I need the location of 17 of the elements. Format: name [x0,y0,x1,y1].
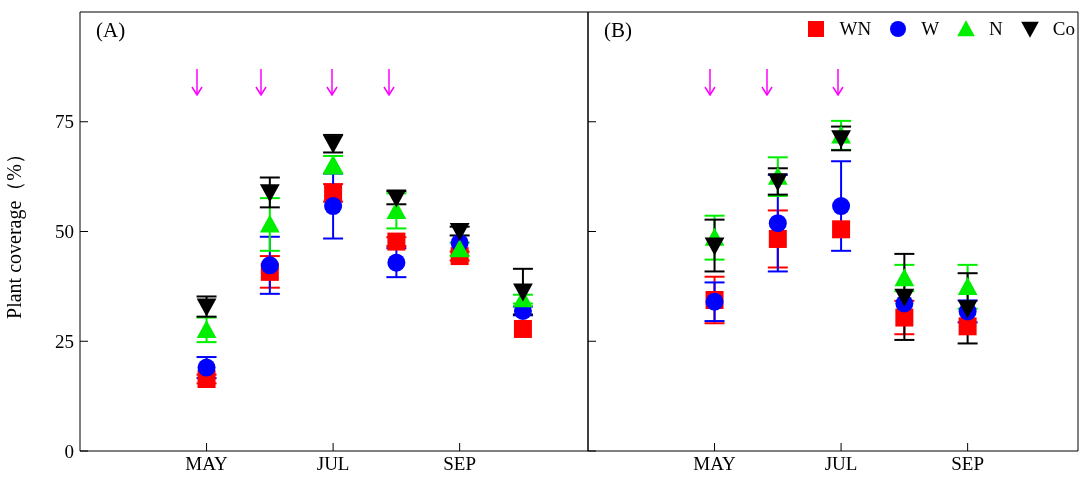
x-tick-label: JUL [316,453,350,475]
x-tick-label: MAY [693,453,737,475]
y-axis-title: Plant coverage（%） [3,144,27,319]
legend-label: Co [1052,18,1075,40]
y-tick-label: 50 [55,221,74,243]
x-tick-label: SEP [443,453,477,475]
x-tick-label: JUL [824,453,858,475]
x-tick-label: SEP [951,453,984,475]
y-tick-label: 0 [64,440,74,462]
x-tick-label: MAY [185,453,229,475]
legend-label: WN [839,18,872,40]
y-tick-label: 25 [55,330,74,352]
legend-label: W [921,18,940,40]
chart-title: (A) [96,18,126,43]
legend-label: N [989,18,1003,40]
chart-title: (B) [604,18,632,43]
y-tick-label: 75 [55,111,74,133]
